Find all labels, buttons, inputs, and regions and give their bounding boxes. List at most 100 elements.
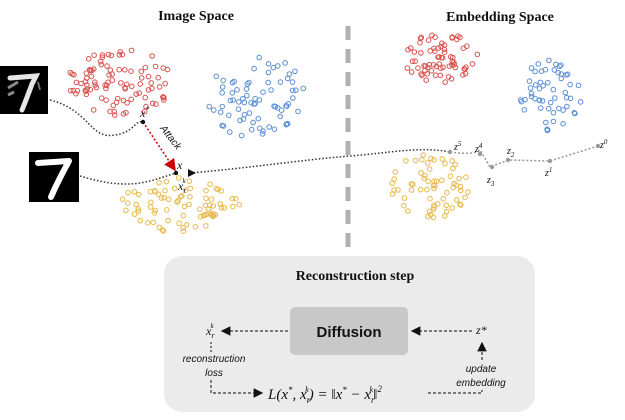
- cluster-point: [528, 65, 535, 71]
- cluster-point: [131, 211, 138, 217]
- cluster-point: [417, 186, 424, 193]
- cluster-point: [160, 228, 167, 234]
- z5-label: z5: [453, 140, 462, 153]
- cluster-point: [407, 45, 414, 51]
- x-star-label: x*: [139, 105, 149, 120]
- cluster-point: [271, 103, 277, 109]
- cluster-point: [219, 103, 225, 110]
- cluster-point: [456, 175, 462, 182]
- x-label: x: [176, 158, 183, 172]
- cluster-point: [162, 80, 168, 87]
- cluster-point: [160, 94, 166, 100]
- cluster-point: [220, 77, 226, 84]
- cluster-point: [156, 224, 163, 231]
- z5-point: [447, 149, 453, 155]
- cluster-point: [431, 157, 437, 163]
- cluster-point: [243, 86, 250, 92]
- cluster-point: [111, 112, 118, 118]
- cluster-point: [148, 80, 154, 86]
- cluster-point: [86, 67, 93, 73]
- cluster-point: [418, 71, 424, 77]
- cluster-point: [463, 174, 469, 180]
- cluster-point: [432, 48, 438, 54]
- z4-point: [477, 151, 483, 157]
- cluster-point: [192, 224, 199, 230]
- cluster-point: [430, 214, 437, 221]
- cluster-point: [427, 195, 433, 202]
- cluster-point: [526, 78, 533, 84]
- cluster-point: [457, 201, 463, 208]
- cluster-point: [152, 188, 158, 194]
- cluster-point: [567, 81, 573, 88]
- cluster-point: [428, 155, 434, 162]
- cluster-point: [260, 89, 266, 95]
- cluster-point: [441, 46, 448, 53]
- cluster-point: [235, 106, 242, 112]
- cluster-point: [395, 187, 401, 193]
- cluster-point: [136, 90, 142, 96]
- cluster-point: [219, 90, 225, 96]
- cluster-point: [290, 95, 296, 101]
- cluster-point: [90, 107, 97, 113]
- cluster-point: [248, 126, 255, 133]
- cluster-point: [131, 189, 138, 195]
- cluster-point: [540, 82, 547, 89]
- cluster-point: [403, 158, 409, 164]
- reconstruction-loss-label-1: reconstruction: [183, 354, 246, 365]
- cluster-point: [209, 212, 215, 219]
- reconstruction-title: Reconstruction step: [296, 269, 415, 284]
- cluster-point: [227, 129, 233, 135]
- cluster-point: [128, 68, 134, 74]
- cluster-point: [432, 34, 438, 41]
- cluster-point: [181, 203, 188, 210]
- cluster-point: [278, 107, 285, 113]
- cluster-point: [251, 101, 257, 107]
- cluster-point: [171, 185, 178, 192]
- cluster-point: [283, 121, 290, 127]
- cluster-point: [435, 54, 441, 61]
- cluster-point: [462, 70, 469, 77]
- cluster-point: [236, 201, 243, 208]
- cluster-point: [545, 79, 551, 86]
- cluster-point: [431, 178, 437, 185]
- cluster-point: [138, 68, 145, 75]
- cluster-point: [425, 37, 432, 44]
- cluster-point: [558, 71, 565, 77]
- cluster-point: [207, 181, 213, 187]
- xr-label: xrk: [177, 177, 187, 195]
- cluster-point: [67, 69, 74, 76]
- cluster-point: [203, 223, 209, 229]
- clean-trajectory: [79, 172, 179, 185]
- cluster-point: [545, 105, 552, 112]
- z3-label: z3: [486, 175, 495, 188]
- cluster-point: [116, 52, 123, 58]
- cluster-point: [412, 58, 419, 65]
- cluster-point: [408, 187, 415, 193]
- cluster-point: [555, 70, 562, 76]
- cluster-point: [135, 206, 141, 212]
- cluster-point: [113, 99, 120, 106]
- cluster-point: [442, 79, 449, 85]
- cluster-point: [119, 196, 126, 202]
- cluster-point: [409, 58, 416, 65]
- cluster-point: [142, 64, 149, 71]
- cluster-point: [219, 84, 226, 90]
- cluster-blue-embedding-space: [517, 57, 584, 134]
- cluster-point: [439, 40, 445, 47]
- cluster-point: [129, 83, 135, 90]
- cluster-point: [147, 204, 154, 210]
- cluster-point: [289, 79, 296, 85]
- embedding-trajectory: [189, 148, 451, 174]
- cluster-point: [449, 62, 455, 68]
- cluster-point: [186, 201, 192, 208]
- cluster-point: [73, 79, 80, 86]
- zstar-label: z*: [475, 323, 487, 337]
- cluster-point: [404, 65, 411, 71]
- cluster-point: [109, 77, 116, 83]
- cluster-point: [174, 199, 180, 205]
- cluster-point: [457, 34, 463, 41]
- cluster-point: [293, 87, 299, 93]
- cluster-point: [186, 178, 193, 184]
- cluster-point: [567, 95, 574, 102]
